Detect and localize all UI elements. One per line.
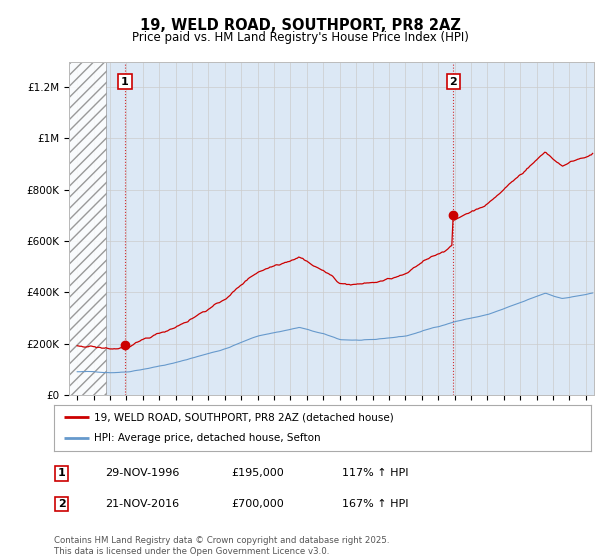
Text: Price paid vs. HM Land Registry's House Price Index (HPI): Price paid vs. HM Land Registry's House … — [131, 31, 469, 44]
Text: 2: 2 — [58, 499, 65, 509]
Text: 167% ↑ HPI: 167% ↑ HPI — [342, 499, 409, 509]
Text: HPI: Average price, detached house, Sefton: HPI: Average price, detached house, Seft… — [94, 433, 321, 444]
Text: £700,000: £700,000 — [231, 499, 284, 509]
Text: Contains HM Land Registry data © Crown copyright and database right 2025.
This d: Contains HM Land Registry data © Crown c… — [54, 536, 389, 556]
Text: 19, WELD ROAD, SOUTHPORT, PR8 2AZ: 19, WELD ROAD, SOUTHPORT, PR8 2AZ — [140, 18, 460, 33]
Text: £195,000: £195,000 — [231, 468, 284, 478]
Text: 1: 1 — [121, 77, 129, 87]
Text: 21-NOV-2016: 21-NOV-2016 — [105, 499, 179, 509]
Text: 1: 1 — [58, 468, 65, 478]
Text: 29-NOV-1996: 29-NOV-1996 — [105, 468, 179, 478]
Bar — [69, 62, 106, 395]
Text: 2: 2 — [449, 77, 457, 87]
Text: 117% ↑ HPI: 117% ↑ HPI — [342, 468, 409, 478]
Text: 19, WELD ROAD, SOUTHPORT, PR8 2AZ (detached house): 19, WELD ROAD, SOUTHPORT, PR8 2AZ (detac… — [94, 412, 394, 422]
